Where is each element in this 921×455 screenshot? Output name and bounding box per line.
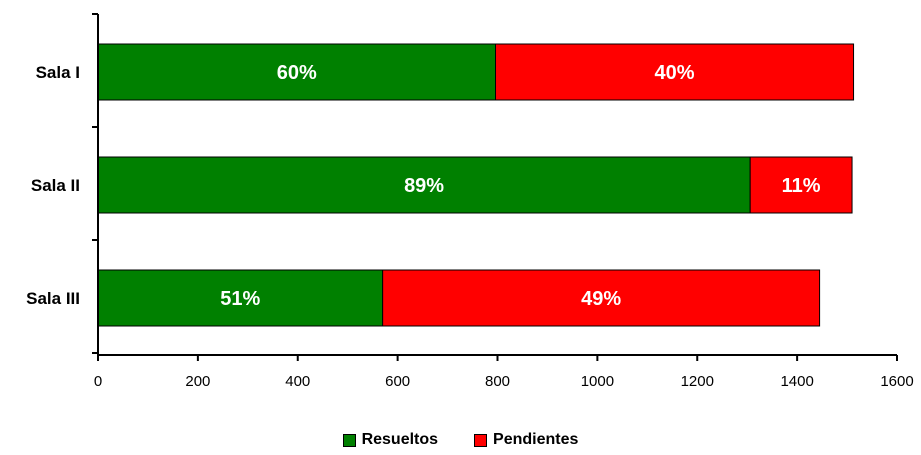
category-label-2: Sala II xyxy=(31,176,80,195)
category-label-3: Sala III xyxy=(26,289,80,308)
x-tick-label: 0 xyxy=(94,373,102,390)
legend-swatch-pendientes xyxy=(474,433,488,447)
data-label-pendientes-3: 49% xyxy=(581,288,621,310)
legend-item-resueltos: Resueltos xyxy=(342,431,439,449)
legend-label-resueltos: Resueltos xyxy=(361,431,439,448)
bar-resueltos-1 xyxy=(97,43,497,101)
data-label-pendientes-1: 40% xyxy=(655,62,695,84)
bar-resueltos-3 xyxy=(97,269,384,327)
data-label-resueltos-1: 60% xyxy=(277,62,317,84)
legend-swatch-resueltos xyxy=(342,433,356,447)
x-tick-label: 800 xyxy=(485,373,510,390)
bar-pendientes-1 xyxy=(495,43,855,101)
x-tick-label: 200 xyxy=(185,373,210,390)
x-tick-label: 1600 xyxy=(880,373,913,390)
data-label-resueltos-2: 89% xyxy=(404,175,444,197)
data-label-resueltos-3: 51% xyxy=(220,288,260,310)
legend-label-pendientes: Pendientes xyxy=(493,431,579,448)
x-tick-label: 600 xyxy=(385,373,410,390)
bar-resueltos-2 xyxy=(97,156,751,214)
category-label-1: Sala I xyxy=(36,63,80,82)
x-tick-label: 1200 xyxy=(681,373,714,390)
legend-item-pendientes: Pendientes xyxy=(474,431,578,449)
bar-pendientes-2 xyxy=(749,156,853,214)
data-label-pendientes-2: 11% xyxy=(782,175,821,197)
x-tick-label: 400 xyxy=(285,373,310,390)
bar-pendientes-3 xyxy=(382,269,821,327)
x-tick-label: 1000 xyxy=(581,373,614,390)
legend: Resueltos Pendientes xyxy=(0,428,921,452)
bars-layer: 60% 40% 89% 11% 51% 49% xyxy=(97,43,855,327)
axes-layer: Sala I Sala II Sala III 0 200 400 600 800 1000 12… xyxy=(26,13,914,390)
x-tick-label: 1400 xyxy=(780,373,813,390)
